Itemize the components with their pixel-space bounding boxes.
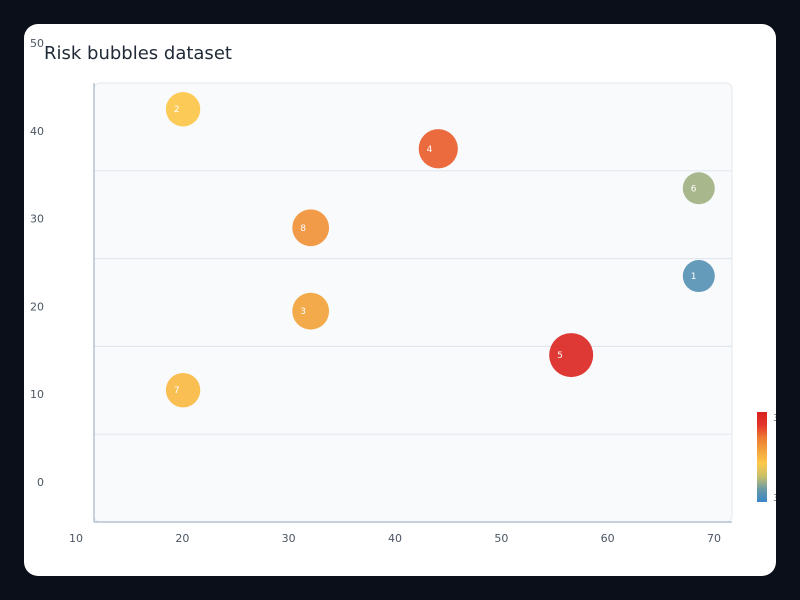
bubble-3[interactable] [292,292,330,330]
bubble-2[interactable] [165,92,201,127]
bubble-4[interactable] [418,129,458,169]
colorbar [757,412,767,502]
chart-title: Risk bubbles dataset [44,43,232,64]
y-tick-label: 30 [30,213,44,226]
x-tick-label: 10 [69,532,83,545]
bubble-label-6: 6 [691,184,697,194]
bubble-label-5: 5 [557,351,563,361]
y-tick-label: 10 [30,388,44,401]
bubble-8[interactable] [292,209,330,247]
x-tick-label: 20 [175,532,189,545]
bubble-label-4: 4 [427,145,433,155]
y-tick-label: 40 [30,125,44,138]
colorbar-max-label: 30 [773,413,776,424]
x-tick-label: 50 [494,532,508,545]
y-tick-label: 0 [37,476,44,489]
bubble-chart: 10 20 30 40 50 60 70 0 10 20 30 40 50 1 2 3 4 5 6 7 8 30 3… [30,37,776,545]
bubble-7[interactable] [165,373,201,408]
x-tick-label: 30 [282,532,296,545]
bubble-label-1: 1 [691,272,697,282]
bubble-label-3: 3 [300,307,306,317]
x-tick-label: 70 [707,532,721,545]
x-tick-label: 40 [388,532,402,545]
bubble-label-8: 8 [300,224,306,234]
y-tick-label: 20 [30,300,44,313]
bubble-6[interactable] [682,172,715,205]
bubble-5[interactable] [549,333,594,378]
x-tick-label: 60 [601,532,615,545]
bubble-1[interactable] [682,260,715,293]
y-tick-label: 50 [30,37,44,50]
colorbar-min-label: 30 [773,493,776,504]
bubble-label-7: 7 [174,386,180,396]
plot-area [93,82,733,523]
chart-card: Risk bubbles dataset 10 20 30 40 50 60 70 0 10 2… [24,24,776,576]
bubble-label-2: 2 [174,105,180,115]
